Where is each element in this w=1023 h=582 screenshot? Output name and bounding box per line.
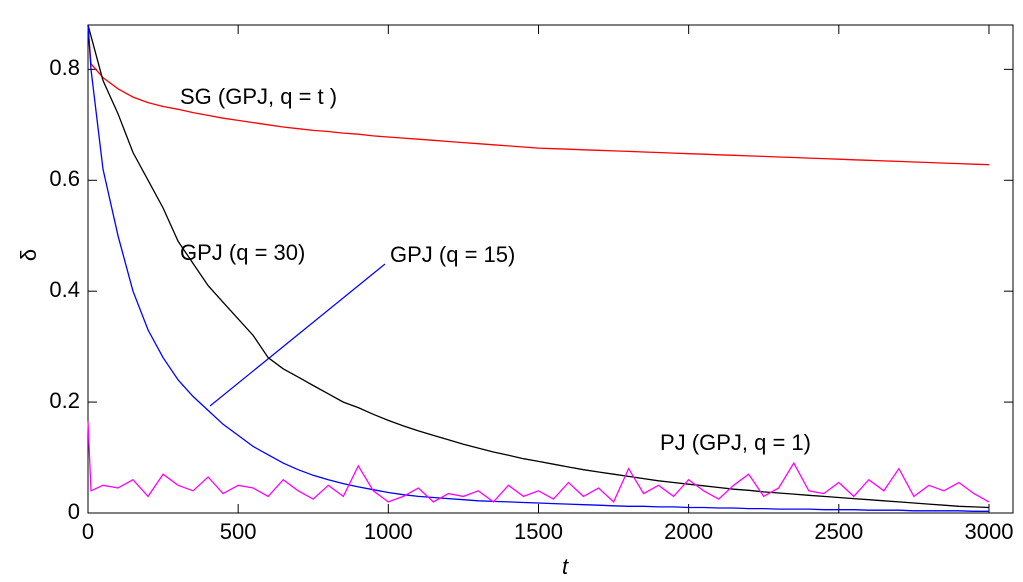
x-tick-label: 1500 [514,519,563,544]
x-tick-label: 1000 [364,519,413,544]
y-tick-label: 0.2 [49,388,80,413]
y-tick-label: 0.6 [49,166,80,191]
series-label: GPJ (q = 15) [390,242,515,267]
x-tick-label: 2000 [664,519,713,544]
x-tick-label: 500 [220,519,257,544]
x-tick-label: 2500 [814,519,863,544]
y-axis-label: δ [16,249,41,261]
line-series [87,24,990,509]
x-axis-label: t [562,554,569,579]
series-label: SG (GPJ, q = t ) [180,84,337,109]
series-label: PJ (GPJ, q = 1) [660,430,811,455]
annotation-pointer [209,263,386,407]
series-label: GPJ (q = 30) [180,240,305,265]
line-series [87,24,989,512]
y-tick-label: 0 [68,499,80,524]
x-tick-label: 3000 [964,519,1013,544]
plot-frame [87,24,1014,514]
x-tick-label: 0 [82,519,94,544]
y-tick-label: 0.4 [49,277,80,302]
line-series [87,421,990,503]
line-series [87,24,990,166]
y-tick-label: 0.8 [49,55,80,80]
